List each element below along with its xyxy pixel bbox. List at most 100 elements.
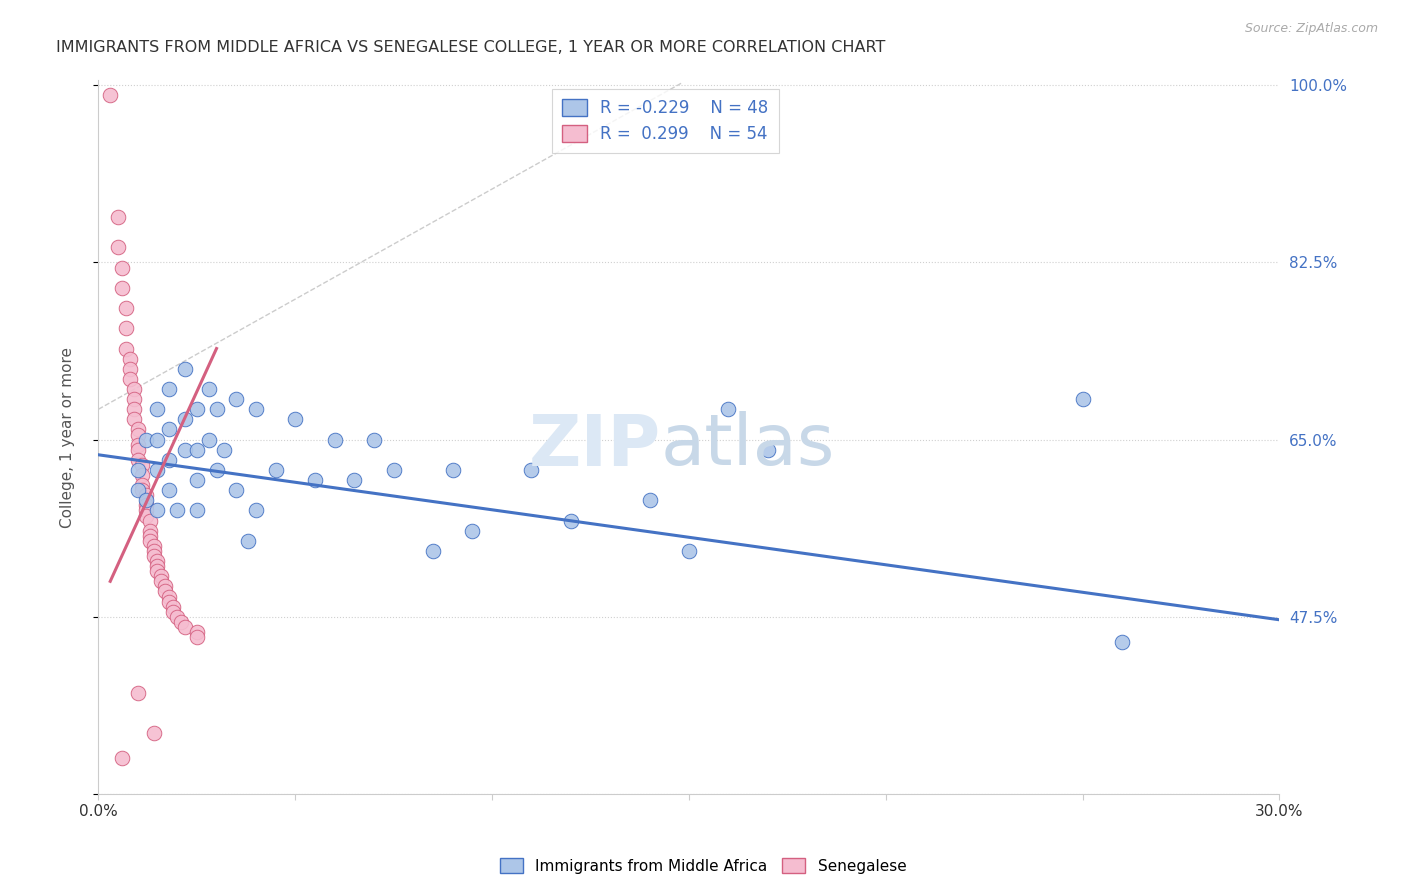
- Point: [304, 473, 326, 487]
- Point: [323, 433, 346, 447]
- Point: [146, 402, 169, 417]
- Point: [461, 524, 484, 538]
- Point: [118, 361, 141, 376]
- Point: [162, 605, 184, 619]
- Point: [205, 402, 228, 417]
- Point: [111, 751, 134, 765]
- Point: [197, 382, 219, 396]
- Point: [135, 493, 157, 508]
- Point: [146, 564, 169, 578]
- Point: [157, 594, 180, 608]
- Point: [142, 544, 165, 558]
- Point: [131, 458, 153, 472]
- Point: [131, 483, 153, 498]
- Point: [174, 412, 197, 426]
- Point: [520, 463, 543, 477]
- Point: [115, 321, 138, 335]
- Point: [118, 372, 141, 386]
- Point: [107, 240, 129, 254]
- Point: [1071, 392, 1094, 406]
- Point: [236, 533, 259, 548]
- Point: [138, 524, 160, 538]
- Point: [107, 210, 129, 224]
- Point: [127, 442, 149, 457]
- Legend: Immigrants from Middle Africa, Senegalese: Immigrants from Middle Africa, Senegales…: [494, 852, 912, 880]
- Point: [111, 260, 134, 275]
- Point: [127, 463, 149, 477]
- Point: [146, 503, 169, 517]
- Point: [205, 463, 228, 477]
- Point: [186, 503, 208, 517]
- Point: [127, 453, 149, 467]
- Point: [157, 590, 180, 604]
- Point: [146, 433, 169, 447]
- Point: [127, 422, 149, 436]
- Y-axis label: College, 1 year or more: College, 1 year or more: [60, 347, 75, 527]
- Point: [150, 574, 173, 589]
- Point: [118, 351, 141, 366]
- Point: [98, 88, 121, 103]
- Text: ZIP: ZIP: [529, 411, 661, 481]
- Point: [146, 559, 169, 574]
- Point: [122, 402, 145, 417]
- Point: [122, 392, 145, 406]
- Point: [155, 579, 177, 593]
- Point: [174, 361, 197, 376]
- Point: [157, 483, 180, 498]
- Point: [115, 342, 138, 356]
- Point: [186, 624, 208, 639]
- Point: [225, 392, 247, 406]
- Point: [146, 554, 169, 568]
- Point: [245, 503, 267, 517]
- Point: [245, 402, 267, 417]
- Point: [138, 529, 160, 543]
- Point: [264, 463, 287, 477]
- Point: [146, 463, 169, 477]
- Point: [135, 499, 157, 513]
- Point: [422, 544, 444, 558]
- Point: [186, 473, 208, 487]
- Point: [135, 433, 157, 447]
- Point: [157, 453, 180, 467]
- Point: [127, 438, 149, 452]
- Point: [157, 382, 180, 396]
- Text: Source: ZipAtlas.com: Source: ZipAtlas.com: [1244, 22, 1378, 36]
- Point: [166, 503, 188, 517]
- Point: [170, 615, 193, 629]
- Point: [127, 483, 149, 498]
- Point: [186, 442, 208, 457]
- Point: [131, 478, 153, 492]
- Point: [122, 382, 145, 396]
- Point: [363, 433, 385, 447]
- Text: atlas: atlas: [661, 411, 835, 481]
- Point: [225, 483, 247, 498]
- Point: [756, 442, 779, 457]
- Point: [197, 433, 219, 447]
- Point: [122, 412, 145, 426]
- Point: [678, 544, 700, 558]
- Point: [560, 514, 582, 528]
- Point: [343, 473, 366, 487]
- Point: [142, 539, 165, 553]
- Point: [174, 442, 197, 457]
- Legend: R = -0.229    N = 48, R =  0.299    N = 54: R = -0.229 N = 48, R = 0.299 N = 54: [553, 88, 779, 153]
- Point: [127, 686, 149, 700]
- Point: [441, 463, 464, 477]
- Point: [638, 493, 661, 508]
- Point: [214, 442, 236, 457]
- Point: [115, 301, 138, 315]
- Point: [155, 584, 177, 599]
- Point: [150, 569, 173, 583]
- Point: [174, 620, 197, 634]
- Point: [382, 463, 405, 477]
- Point: [166, 609, 188, 624]
- Point: [157, 422, 180, 436]
- Point: [284, 412, 307, 426]
- Point: [135, 488, 157, 502]
- Point: [717, 402, 740, 417]
- Point: [135, 508, 157, 523]
- Point: [138, 533, 160, 548]
- Point: [135, 503, 157, 517]
- Point: [111, 281, 134, 295]
- Point: [127, 427, 149, 442]
